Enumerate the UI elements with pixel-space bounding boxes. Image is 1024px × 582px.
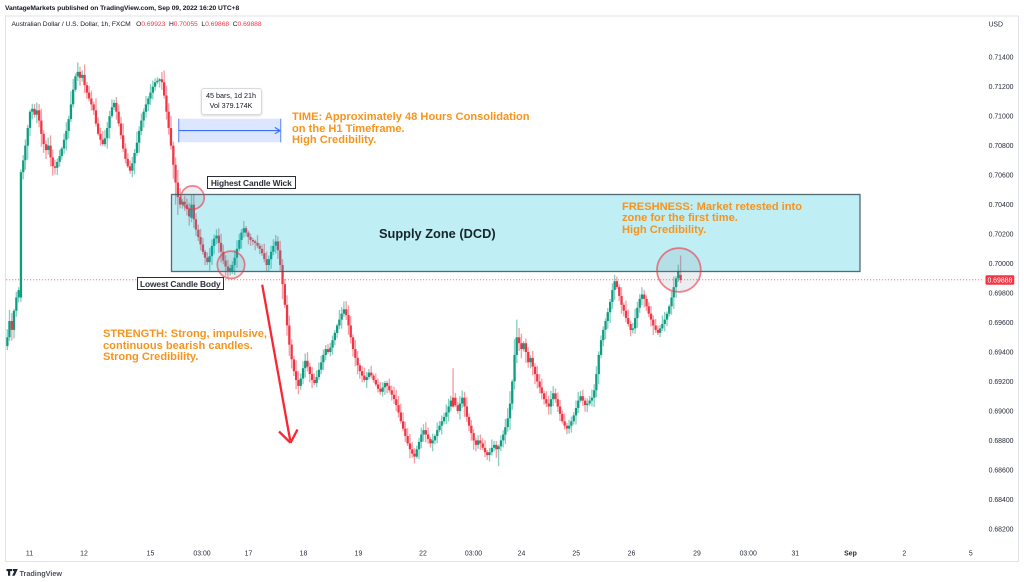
svg-text:11: 11 [26, 551, 33, 558]
svg-text:0.70000: 0.70000 [989, 261, 1014, 268]
svg-text:29: 29 [693, 551, 701, 558]
svg-text:0.71000: 0.71000 [989, 114, 1014, 121]
svg-text:18: 18 [300, 551, 308, 558]
svg-text:0.71400: 0.71400 [989, 55, 1014, 62]
svg-text:0.70600: 0.70600 [989, 173, 1014, 180]
svg-text:22: 22 [419, 551, 427, 558]
svg-text:0.69400: 0.69400 [989, 349, 1014, 356]
svg-text:03:00: 03:00 [740, 551, 757, 558]
svg-text:15: 15 [147, 551, 155, 558]
svg-text:12: 12 [80, 551, 88, 558]
svg-text:25: 25 [572, 551, 580, 558]
svg-text:17: 17 [245, 551, 253, 558]
svg-text:26: 26 [628, 551, 636, 558]
svg-text:0.69000: 0.69000 [989, 408, 1014, 415]
svg-text:0.69888: 0.69888 [987, 277, 1012, 284]
svg-text:0.71200: 0.71200 [989, 84, 1014, 91]
svg-text:0.68400: 0.68400 [989, 497, 1014, 504]
svg-text:0.69800: 0.69800 [989, 290, 1014, 297]
svg-text:TradingView: TradingView [20, 569, 63, 578]
svg-text:0.69600: 0.69600 [989, 320, 1014, 327]
svg-text:24: 24 [518, 551, 526, 558]
svg-text:0.68200: 0.68200 [989, 526, 1014, 533]
svg-text:03:00: 03:00 [465, 551, 482, 558]
svg-text:2: 2 [902, 551, 906, 558]
svg-text:USD: USD [988, 22, 1003, 29]
svg-text:0.70400: 0.70400 [989, 202, 1014, 209]
svg-text:Sep: Sep [844, 551, 857, 558]
svg-text:0.68800: 0.68800 [989, 438, 1014, 445]
svg-text:31: 31 [791, 551, 799, 558]
svg-text:0.70800: 0.70800 [989, 143, 1014, 150]
svg-text:0.70200: 0.70200 [989, 232, 1014, 239]
svg-text:0.68600: 0.68600 [989, 467, 1014, 474]
svg-text:19: 19 [355, 551, 363, 558]
svg-text:5: 5 [969, 551, 973, 558]
svg-text:03:00: 03:00 [193, 551, 210, 558]
svg-text:0.69200: 0.69200 [989, 379, 1014, 386]
